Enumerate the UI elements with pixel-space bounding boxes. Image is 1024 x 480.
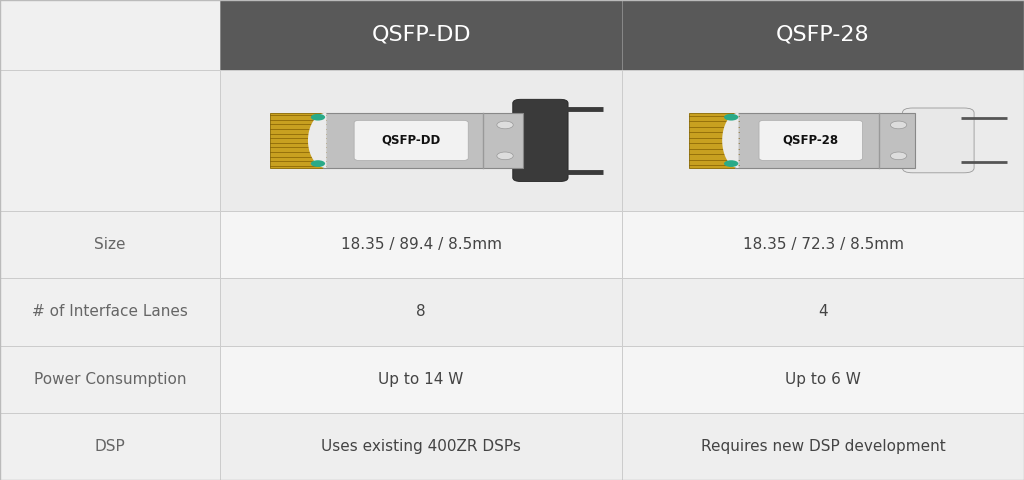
Text: # of Interface Lanes: # of Interface Lanes — [32, 304, 188, 320]
Bar — [220, 70, 622, 211]
Bar — [0, 278, 220, 346]
Bar — [220, 0, 622, 70]
Text: Size: Size — [94, 237, 126, 252]
Bar — [220, 278, 622, 346]
FancyBboxPatch shape — [902, 108, 974, 173]
Bar — [270, 113, 327, 168]
Text: 18.35 / 89.4 / 8.5mm: 18.35 / 89.4 / 8.5mm — [341, 237, 502, 252]
Text: 4: 4 — [818, 304, 827, 320]
Bar — [622, 211, 1024, 278]
Circle shape — [497, 152, 513, 160]
Text: QSFP-DD: QSFP-DD — [372, 25, 471, 45]
Circle shape — [310, 114, 325, 120]
Circle shape — [724, 114, 738, 120]
Bar — [622, 0, 1024, 70]
Text: Up to 6 W: Up to 6 W — [785, 372, 861, 387]
Bar — [0, 413, 220, 480]
Text: QSFP-28: QSFP-28 — [782, 134, 839, 147]
Bar — [220, 211, 622, 278]
Text: QSFP-28: QSFP-28 — [776, 25, 869, 45]
Polygon shape — [308, 113, 327, 168]
Text: Requires new DSP development: Requires new DSP development — [700, 439, 945, 454]
Bar — [220, 413, 622, 480]
Bar — [324, 113, 523, 168]
Text: QSFP-DD: QSFP-DD — [382, 134, 440, 147]
Circle shape — [890, 152, 907, 160]
Circle shape — [890, 121, 907, 129]
FancyBboxPatch shape — [513, 99, 568, 181]
FancyBboxPatch shape — [759, 120, 862, 160]
Circle shape — [724, 160, 738, 167]
Bar — [0, 0, 220, 70]
Bar — [0, 211, 220, 278]
Bar — [622, 346, 1024, 413]
Text: Power Consumption: Power Consumption — [34, 372, 186, 387]
Bar — [622, 413, 1024, 480]
Text: Uses existing 400ZR DSPs: Uses existing 400ZR DSPs — [322, 439, 521, 454]
Circle shape — [497, 121, 513, 129]
Text: 8: 8 — [417, 304, 426, 320]
Polygon shape — [722, 113, 738, 168]
Text: Up to 14 W: Up to 14 W — [379, 372, 464, 387]
Bar — [689, 113, 738, 168]
Circle shape — [310, 160, 325, 167]
Bar — [735, 113, 914, 168]
Bar — [0, 346, 220, 413]
Bar — [220, 346, 622, 413]
Bar — [622, 70, 1024, 211]
Text: 18.35 / 72.3 / 8.5mm: 18.35 / 72.3 / 8.5mm — [742, 237, 903, 252]
Bar — [622, 278, 1024, 346]
Text: DSP: DSP — [94, 439, 126, 454]
Bar — [0, 70, 220, 211]
FancyBboxPatch shape — [354, 120, 468, 160]
